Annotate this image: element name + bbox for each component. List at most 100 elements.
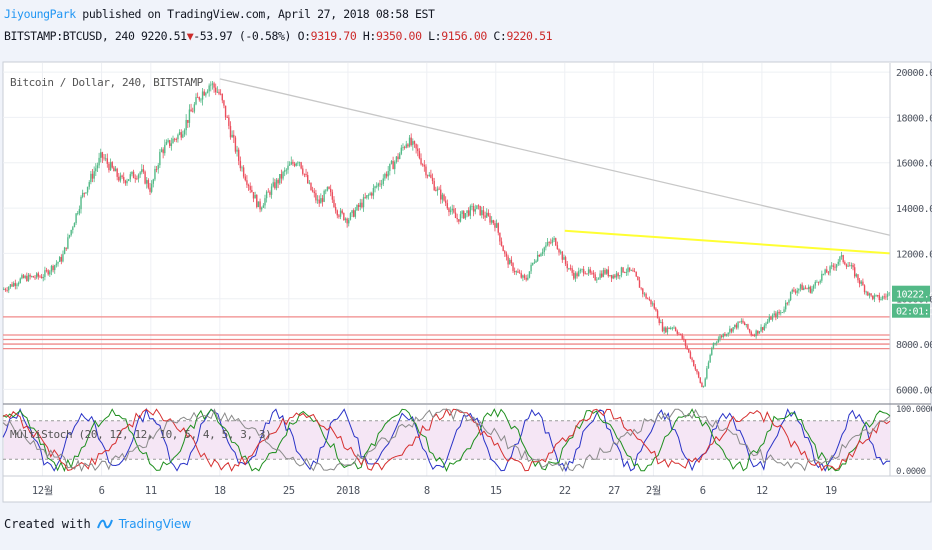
candle-body: [165, 141, 168, 145]
candle-body: [839, 256, 841, 262]
tradingview-link[interactable]: TradingView: [118, 517, 192, 531]
candle-body: [249, 186, 251, 190]
candle-body: [326, 186, 329, 191]
candle-body: [579, 269, 582, 272]
candle-body: [16, 284, 18, 286]
close-label: C:: [493, 29, 507, 43]
candle-body: [231, 134, 233, 138]
author-link[interactable]: JiyoungPark: [4, 7, 76, 21]
candle-body: [665, 327, 667, 333]
candle-body: [469, 206, 472, 216]
candle-body: [745, 324, 747, 326]
candle-body: [697, 372, 700, 378]
candle-body: [778, 311, 780, 314]
candle-body: [850, 265, 853, 267]
candle-body: [35, 273, 38, 278]
candle-body: [548, 242, 550, 243]
candle-body: [224, 105, 227, 118]
candle-body: [182, 134, 184, 138]
price-tick-label: 20000.00: [896, 68, 932, 79]
candle-body: [868, 293, 871, 296]
candle-body: [528, 271, 531, 278]
candle-body: [816, 281, 818, 283]
candle-body: [320, 198, 322, 204]
candle-body: [55, 263, 58, 266]
candle-body: [267, 191, 269, 193]
candle-body: [747, 324, 749, 330]
candle-body: [584, 273, 586, 275]
candle-body: [233, 134, 235, 138]
candle-body: [607, 269, 609, 277]
candle-body: [389, 163, 391, 171]
candles: [3, 81, 890, 388]
candle-body: [75, 213, 77, 224]
candle-body: [679, 333, 682, 335]
candle-body: [423, 164, 426, 167]
candle-body: [60, 257, 63, 262]
candle-body: [499, 232, 501, 242]
candle-body: [236, 149, 238, 152]
candle-body: [466, 210, 468, 214]
candle-body: [152, 179, 154, 184]
candle-body: [688, 349, 690, 353]
candle-body: [90, 173, 92, 183]
price-change: -53.97 (-0.58%): [193, 29, 292, 43]
candle-body: [325, 190, 327, 192]
candle-body: [822, 273, 825, 275]
time-tick-label: 11: [145, 485, 157, 497]
candle-body: [318, 199, 320, 204]
candle-body: [150, 183, 153, 192]
candle-body: [581, 269, 583, 270]
candle-body: [569, 268, 572, 270]
close-value: 9220.51: [506, 29, 553, 43]
candle-body: [781, 312, 784, 313]
candle-body: [26, 276, 28, 281]
price-tick-label: 16000.00: [896, 159, 932, 170]
candle-body: [461, 211, 463, 215]
time-tick-label: 25: [283, 485, 295, 497]
candle-body: [867, 291, 869, 296]
candle-body: [351, 210, 353, 214]
candle-body: [720, 336, 723, 338]
candle-body: [732, 327, 734, 332]
candle-body: [47, 270, 49, 275]
candle-body: [96, 165, 99, 169]
candle-body: [121, 175, 123, 178]
candle-body: [748, 329, 751, 332]
candle-body: [45, 270, 48, 272]
candle-body: [704, 378, 706, 387]
candle-body: [397, 156, 399, 160]
created-with-text: Created with: [4, 517, 91, 531]
candle-body: [885, 296, 887, 298]
candle-body: [487, 212, 490, 216]
candle-body: [587, 269, 590, 274]
candle-body: [783, 309, 785, 313]
candle-body: [154, 169, 156, 180]
candle-body: [252, 192, 255, 199]
candle-body: [824, 269, 826, 274]
price-axis[interactable]: 6000.008000.0010000.0012000.0014000.0016…: [889, 63, 932, 476]
time-axis[interactable]: 12월 6 11 18 25 2018 8 15 22 27 2월 6 12 19: [32, 485, 837, 497]
candle-body: [612, 275, 614, 279]
time-tick-label: 6: [99, 485, 105, 497]
candle-body: [211, 83, 214, 85]
candle-body: [558, 249, 560, 253]
candle-body: [630, 270, 632, 272]
candle-body: [219, 93, 222, 95]
candle-body: [390, 161, 393, 164]
candle-body: [24, 276, 26, 278]
candle-body: [605, 269, 608, 274]
candle-body: [803, 287, 805, 291]
candle-body: [443, 194, 445, 201]
candle-body: [573, 272, 575, 279]
candle-body: [719, 336, 721, 340]
candle-body: [362, 197, 365, 208]
candle-body: [402, 147, 404, 148]
candle-body: [730, 328, 733, 332]
candle-body: [642, 288, 644, 295]
candle-body: [177, 134, 179, 140]
candle-body: [91, 173, 94, 179]
candle-body: [686, 345, 688, 350]
candle-body: [147, 180, 150, 188]
